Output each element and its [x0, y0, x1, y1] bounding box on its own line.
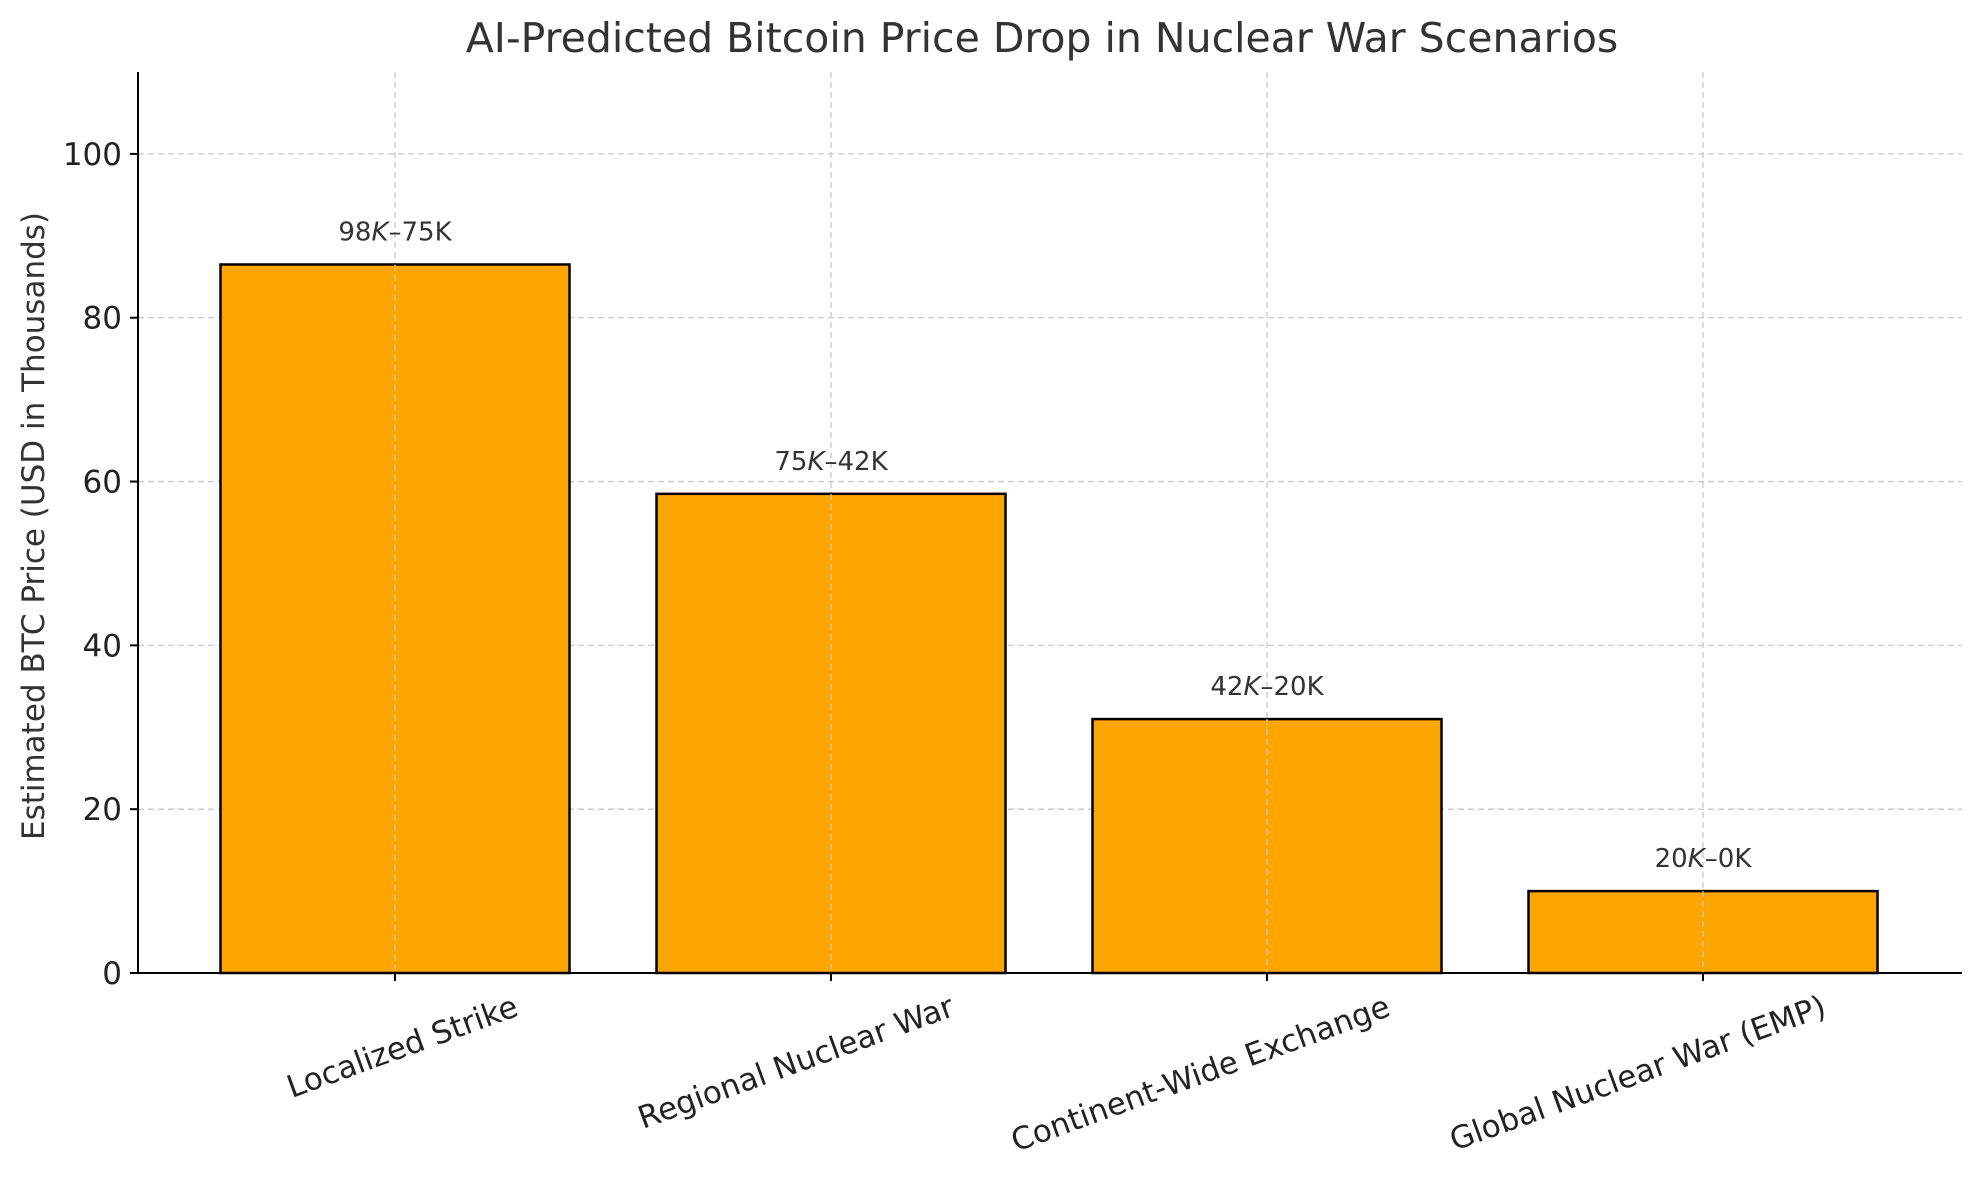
- chart-title: AI-Predicted Bitcoin Price Drop in Nucle…: [466, 14, 1619, 62]
- y-tick-label: 80: [83, 301, 122, 337]
- axes-layer: [130, 72, 1962, 981]
- bar-value-label: 20K–0K: [1655, 844, 1753, 874]
- bar: [655, 492, 1007, 975]
- x-tick-label: Global Nuclear War (EMP): [1445, 989, 1831, 1159]
- y-tick-label: 60: [83, 465, 122, 501]
- y-tick-label: 0: [102, 956, 122, 992]
- y-tick-label: 100: [63, 137, 122, 173]
- y-axis-label: Estimated BTC Price (USD in Thousands): [16, 212, 52, 840]
- bar-value-label: 75K–42K: [774, 447, 888, 477]
- x-tick-label: Regional Nuclear War: [633, 989, 959, 1137]
- y-tick-label: 20: [83, 792, 122, 828]
- bar-value-label: 98K–75K: [338, 217, 452, 247]
- x-tick-label: Localized Strike: [282, 989, 523, 1106]
- bar-value-label: 42K–20K: [1210, 672, 1324, 702]
- bars-layer: [219, 263, 1879, 975]
- x-tick-label: Continent-Wide Exchange: [1006, 989, 1394, 1160]
- y-tick-label: 40: [83, 628, 122, 664]
